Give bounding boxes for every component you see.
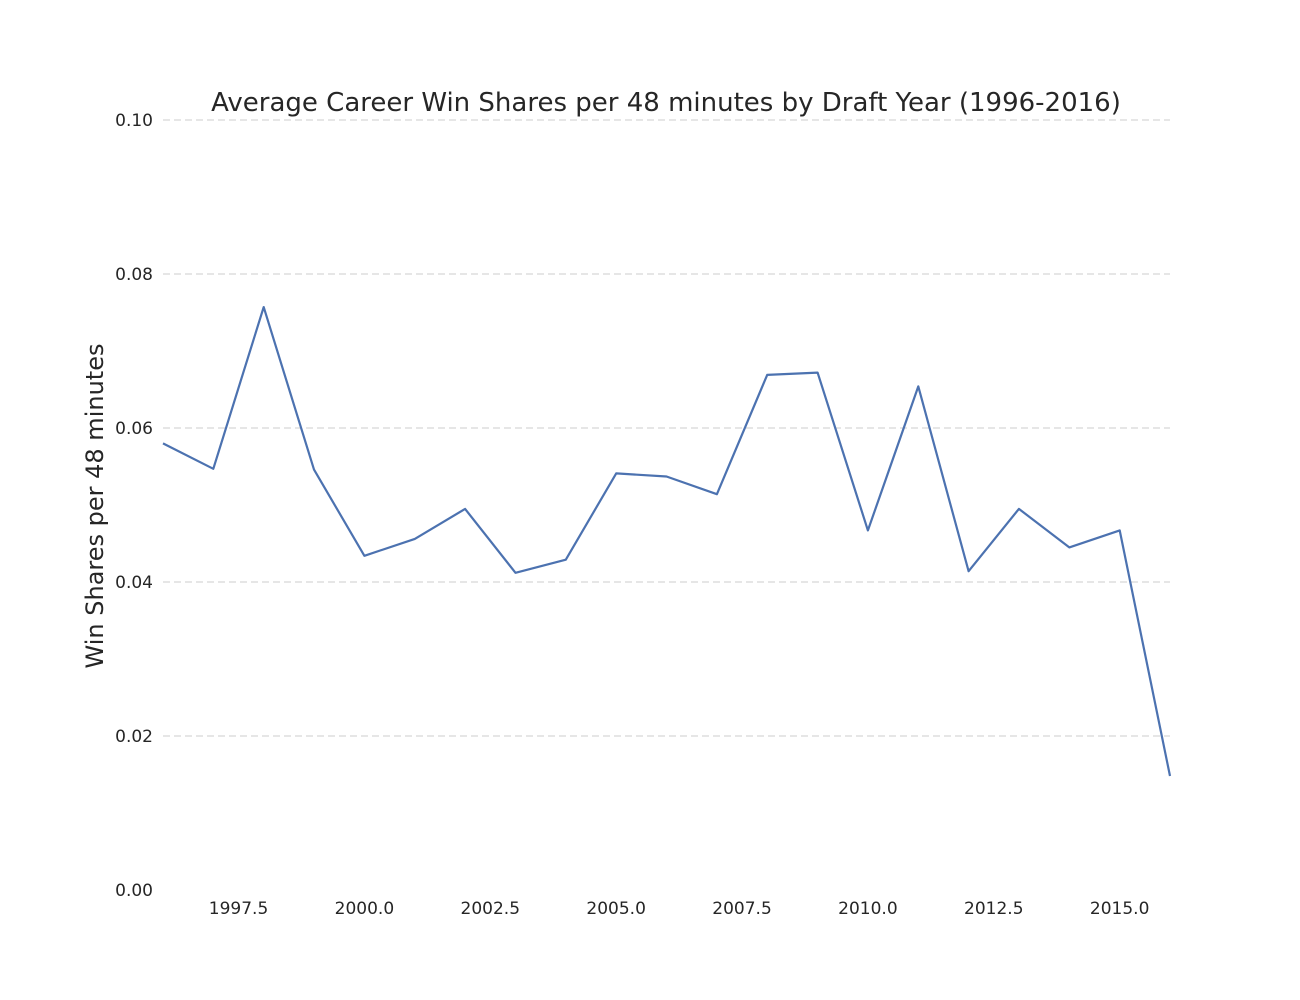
y-tick-label: 0.00 [115, 881, 153, 901]
y-tick-label: 0.08 [115, 265, 153, 285]
data-point [462, 506, 468, 512]
y-axis-ticks: 0.00 0.02 0.04 0.06 0.08 0.10 [115, 111, 153, 901]
y-tick-label: 0.10 [115, 111, 153, 131]
data-point [915, 383, 921, 389]
data-point [210, 466, 216, 472]
x-axis-ticks: 1997.5 2000.0 2002.5 2005.0 2007.5 2010.0 2012… [209, 899, 1150, 919]
y-axis-label: Win Shares per 48 minutes [81, 344, 109, 669]
data-point [865, 527, 871, 533]
x-tick-label: 1997.5 [209, 899, 268, 919]
data-point [1167, 773, 1173, 779]
data-point [1016, 506, 1022, 512]
data-point [1117, 527, 1123, 533]
x-tick-label: 2002.5 [461, 899, 520, 919]
x-tick-label: 2010.0 [838, 899, 897, 919]
x-tick-label: 2015.0 [1090, 899, 1149, 919]
data-point [361, 553, 367, 559]
gridlines [163, 119, 1170, 737]
data-point [1066, 544, 1072, 550]
y-tick-label: 0.06 [115, 419, 153, 439]
data-point [966, 568, 972, 574]
y-tick-label: 0.04 [115, 573, 153, 593]
series-layer [160, 304, 1173, 779]
data-point [714, 491, 720, 497]
data-point [563, 557, 569, 563]
x-tick-label: 2005.0 [586, 899, 645, 919]
data-point [412, 536, 418, 542]
data-point [664, 474, 670, 480]
x-tick-label: 2007.5 [712, 899, 771, 919]
data-point [261, 304, 267, 310]
data-point [764, 372, 770, 378]
data-point [815, 370, 821, 376]
x-tick-label: 2000.0 [335, 899, 394, 919]
x-tick-label: 2012.5 [964, 899, 1023, 919]
chart-title: Average Career Win Shares per 48 minutes… [211, 88, 1121, 118]
data-point [613, 470, 619, 476]
series-line [162, 306, 1172, 777]
data-point [311, 467, 317, 473]
data-point [160, 440, 166, 446]
y-tick-label: 0.02 [115, 727, 153, 747]
data-point [512, 570, 518, 576]
